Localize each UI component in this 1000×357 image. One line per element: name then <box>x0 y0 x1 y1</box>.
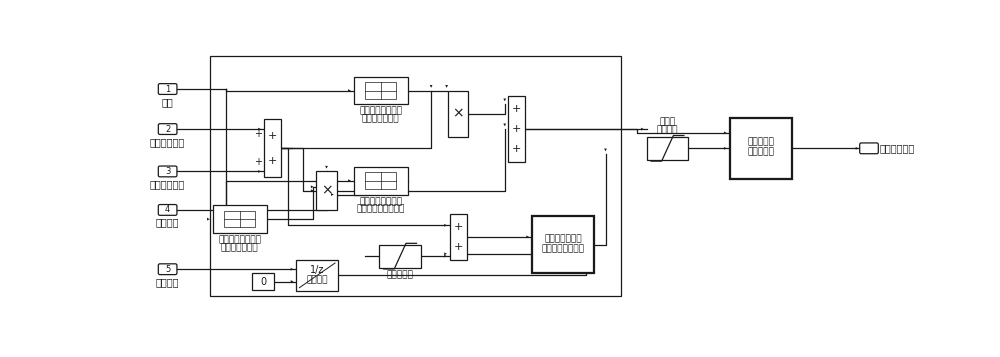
Text: +: + <box>454 242 463 252</box>
Text: 4: 4 <box>165 205 170 215</box>
Text: 随车速插值曲线: 随车速插值曲线 <box>362 115 400 124</box>
Text: 齿条位置比例系数: 齿条位置比例系数 <box>359 197 402 206</box>
Text: 1/z: 1/z <box>310 265 324 275</box>
Bar <box>264 120 281 177</box>
Text: 齿条位置比例系数: 齿条位置比例系数 <box>359 107 402 116</box>
Bar <box>508 96 525 162</box>
FancyBboxPatch shape <box>158 84 177 95</box>
Bar <box>365 172 396 189</box>
Text: ×: × <box>321 184 332 198</box>
Text: +: + <box>512 124 521 134</box>
Text: 随车速插值曲线: 随车速插值曲线 <box>221 243 259 252</box>
Bar <box>379 245 421 268</box>
Text: 0: 0 <box>260 277 266 287</box>
Text: 饱和值: 饱和值 <box>659 118 676 127</box>
Text: 3: 3 <box>165 167 170 176</box>
Text: +: + <box>512 105 521 115</box>
Text: 期望齿条速度: 期望齿条速度 <box>880 143 915 153</box>
Bar <box>224 211 255 227</box>
Bar <box>213 205 267 233</box>
Bar <box>354 167 408 195</box>
Text: 分饱和和限制模块: 分饱和和限制模块 <box>541 244 584 253</box>
Bar <box>316 171 337 210</box>
Bar <box>450 214 467 260</box>
Text: +: + <box>454 222 463 232</box>
FancyBboxPatch shape <box>860 143 878 154</box>
Text: 齿条速度饱: 齿条速度饱 <box>747 138 774 147</box>
Bar <box>296 260 338 291</box>
Text: +: + <box>268 131 277 141</box>
Text: ×: × <box>452 107 464 121</box>
Text: +: + <box>512 144 521 154</box>
Text: +: + <box>254 130 262 140</box>
Text: 1: 1 <box>165 85 170 94</box>
Text: 积分饱和值: 积分饱和值 <box>387 270 414 279</box>
Bar <box>647 137 688 160</box>
Bar <box>448 91 468 137</box>
Bar <box>252 273 274 290</box>
FancyBboxPatch shape <box>158 205 177 215</box>
Bar <box>354 77 408 105</box>
Text: 延迟模块: 延迟模块 <box>306 276 328 285</box>
FancyBboxPatch shape <box>158 124 177 135</box>
Text: 期望齿条位置: 期望齿条位置 <box>150 137 185 147</box>
Text: 齿条速度积分部: 齿条速度积分部 <box>544 234 582 243</box>
Text: 和限制模块: 和限制模块 <box>747 148 774 157</box>
Text: 振动次数: 振动次数 <box>156 218 179 228</box>
Text: 齿条位置积分系数: 齿条位置积分系数 <box>218 235 261 244</box>
Text: 5: 5 <box>165 265 170 274</box>
Bar <box>730 117 792 179</box>
Text: +: + <box>268 156 277 166</box>
FancyBboxPatch shape <box>158 264 177 275</box>
Bar <box>532 216 594 273</box>
Text: 使能开关: 使能开关 <box>156 277 179 287</box>
FancyBboxPatch shape <box>158 166 177 177</box>
Text: 齿条速度: 齿条速度 <box>657 125 678 135</box>
Bar <box>365 82 396 99</box>
Text: 2: 2 <box>165 125 170 134</box>
Text: 实际齿条位置: 实际齿条位置 <box>150 179 185 189</box>
Text: +: + <box>254 157 262 167</box>
Bar <box>210 56 621 296</box>
Text: 车速: 车速 <box>162 97 174 107</box>
Text: 随振动次数插值曲线: 随振动次数插值曲线 <box>357 205 405 213</box>
